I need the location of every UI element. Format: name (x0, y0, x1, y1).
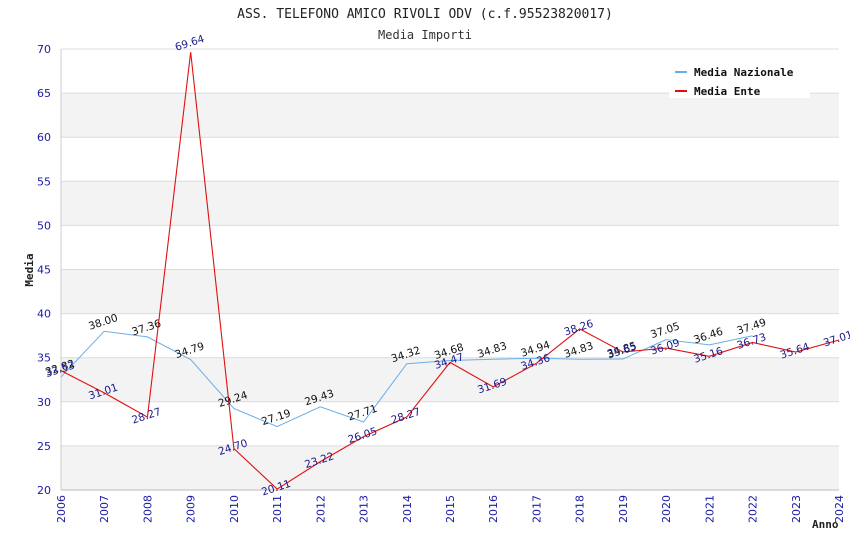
y-tick-label: 45 (37, 264, 51, 277)
data-label-media-nazionale: 36.46 (692, 326, 725, 347)
data-label-media-nazionale: 37.36 (130, 318, 163, 339)
x-tick-label: 2011 (271, 495, 284, 523)
y-tick-label: 50 (37, 219, 51, 232)
x-axis-title: Anno (812, 518, 839, 531)
x-tick-label: 2022 (747, 495, 760, 523)
y-tick-label: 35 (37, 352, 51, 365)
grid-band (61, 357, 839, 402)
grid-band (61, 181, 839, 226)
legend-label: Media Ente (694, 85, 761, 98)
data-label-media-nazionale: 27.71 (346, 403, 378, 424)
data-label-media-ente: 28.27 (130, 406, 162, 427)
axes (60, 49, 839, 491)
x-tick-label: 2014 (401, 495, 414, 523)
x-tick-label: 2009 (185, 495, 198, 523)
x-tick-label: 2007 (98, 495, 111, 523)
data-label-media-ente: 28.27 (390, 406, 422, 427)
grid-band (61, 93, 839, 138)
x-tick-label: 2013 (358, 495, 371, 523)
grid-band (61, 269, 839, 314)
y-axis-title: Media (23, 253, 36, 286)
x-tick-label: 2017 (530, 495, 543, 523)
y-tick-label: 70 (37, 43, 51, 56)
data-label-media-ente: 37.01 (822, 329, 850, 350)
y-tick-label: 55 (37, 175, 51, 188)
grid-bands (61, 93, 839, 490)
data-label-media-nazionale: 27.19 (260, 407, 292, 428)
x-tick-labels: 2006 2007 2008 2009 2010 2011 2012 2013 2014 2015… (55, 495, 846, 523)
grid-band (61, 445, 839, 490)
y-tick-label: 60 (37, 131, 51, 144)
x-tick-label: 2015 (444, 495, 457, 523)
legend-box (669, 59, 810, 98)
x-tick-label: 2012 (314, 495, 327, 523)
data-label-media-nazionale: 38.00 (87, 312, 119, 333)
x-tick-label: 2024 (833, 495, 846, 523)
y-tick-label: 65 (37, 87, 51, 100)
data-label-media-ente: 69.64 (174, 33, 207, 54)
series-line-media-ente (60, 52, 840, 490)
x-tick-label: 2019 (617, 495, 630, 523)
series-lines (60, 52, 840, 490)
x-tick-label: 2021 (703, 495, 716, 523)
y-tick-label: 20 (37, 484, 51, 497)
x-tick-label: 2020 (660, 495, 673, 523)
chart-subtitle: Media Importi (378, 28, 472, 42)
legend-label: Media Nazionale (694, 66, 794, 79)
data-label-media-ente: 38.26 (563, 318, 596, 339)
y-tick-label: 40 (37, 308, 51, 321)
chart-title: ASS. TELEFONO AMICO RIVOLI ODV (c.f.9552… (237, 7, 613, 22)
x-tick-label: 2008 (141, 495, 154, 523)
legend: Media Nazionale Media Ente (669, 59, 810, 98)
x-tick-label: 2023 (790, 495, 803, 523)
x-tick-label: 2010 (228, 495, 241, 523)
x-tick-label: 2018 (574, 495, 587, 523)
series-line-media-nazionale (60, 330, 753, 428)
data-label-media-ente: 26.05 (346, 425, 378, 446)
y-tick-labels: 20 25 30 35 40 45 50 55 60 65 70 (37, 43, 51, 497)
y-tick-label: 30 (37, 396, 51, 409)
y-tick-label: 25 (37, 440, 51, 453)
x-tick-label: 2016 (487, 495, 500, 523)
x-tick-label: 2006 (55, 495, 68, 523)
